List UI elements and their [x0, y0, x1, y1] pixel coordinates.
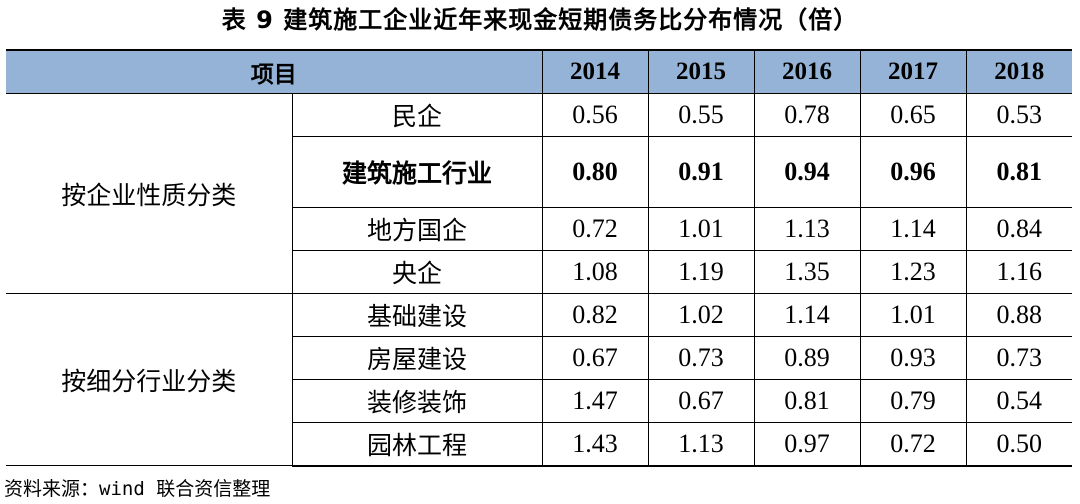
table-cell: 0.73 — [647, 336, 755, 380]
header-year: 2018 — [965, 49, 1072, 94]
table-cell: 0.53 — [965, 93, 1072, 137]
table-cell: 0.93 — [859, 336, 967, 380]
table-cell: 0.55 — [647, 93, 755, 137]
header-year: 2016 — [753, 49, 861, 94]
table-cell: 0.50 — [965, 422, 1072, 467]
row-label: 地方国企 — [292, 207, 543, 251]
table-row: 园林工程 1.43 1.13 0.97 0.72 0.50 — [6, 422, 1072, 467]
header-year: 2015 — [647, 49, 755, 94]
header-item: 项目 — [6, 49, 543, 94]
table-cell: 0.65 — [859, 93, 967, 137]
table-cell: 0.97 — [753, 422, 861, 467]
table-cell: 0.80 — [541, 136, 649, 208]
table-cell: 0.67 — [541, 336, 649, 380]
table-cell: 1.01 — [647, 207, 755, 251]
table-cell: 0.72 — [859, 422, 967, 467]
table-cell: 0.73 — [965, 336, 1072, 380]
group-label: 按细分行业分类 — [6, 293, 293, 466]
table-cell: 0.96 — [859, 136, 967, 208]
row-label: 装修装饰 — [292, 379, 543, 423]
table-caption: 表 9 建筑施工企业近年来现金短期债务比分布情况（倍） — [221, 6, 859, 34]
source-note: 资料来源：wind 联合资信整理 — [4, 478, 271, 500]
table-cell: 1.02 — [647, 293, 755, 337]
table-cell: 0.81 — [753, 379, 861, 423]
table-cell: 0.82 — [541, 293, 649, 337]
data-table: 项目 2014 2015 2016 2017 2018 按企业性质分类 民企 0… — [6, 49, 1072, 467]
table-cell: 1.01 — [859, 293, 967, 337]
header-year: 2014 — [541, 49, 649, 94]
group-label: 按企业性质分类 — [6, 93, 293, 294]
table-cell: 0.88 — [965, 293, 1072, 337]
table-cell: 0.89 — [753, 336, 861, 380]
table-row: 按细分行业分类 基础建设 0.82 1.02 1.14 1.01 0.88 — [6, 293, 1072, 466]
header-row: 项目 2014 2015 2016 2017 2018 — [6, 49, 1072, 94]
table-cell: 1.47 — [541, 379, 649, 423]
table-cell: 1.08 — [541, 250, 649, 294]
table-cell: 0.94 — [753, 136, 861, 208]
row-label: 园林工程 — [292, 422, 543, 467]
row-label: 建筑施工行业 — [292, 136, 543, 208]
table-cell: 1.14 — [753, 293, 861, 337]
table-cell: 0.84 — [965, 207, 1072, 251]
table-cell: 1.43 — [541, 422, 649, 467]
header-year: 2017 — [859, 49, 967, 94]
table-cell: 0.72 — [541, 207, 649, 251]
row-label: 民企 — [291, 93, 543, 137]
table-cell: 1.13 — [753, 207, 861, 251]
table-row: 装修装饰 1.47 0.67 0.81 0.79 0.54 — [6, 379, 1072, 423]
table-cell: 0.56 — [541, 93, 649, 137]
table-row: 建筑施工行业 0.80 0.91 0.94 0.96 0.81 — [6, 136, 1072, 208]
table-cell: 1.35 — [753, 250, 861, 294]
table-cell: 1.13 — [647, 422, 755, 467]
row-label: 央企 — [292, 250, 543, 294]
table-cell: 1.23 — [859, 250, 967, 294]
table-cell: 0.78 — [753, 93, 861, 137]
table-cell: 0.79 — [859, 379, 967, 423]
table-cell: 0.81 — [965, 136, 1072, 208]
table-cell: 0.54 — [965, 379, 1072, 423]
table-row: 地方国企 0.72 1.01 1.13 1.14 0.84 — [6, 207, 1072, 251]
row-label: 基础建设 — [291, 293, 543, 337]
table-cell: 1.16 — [965, 250, 1072, 294]
table-row: 按企业性质分类 民企 0.56 0.55 0.78 0.65 0.53 — [6, 93, 1072, 294]
table-cell: 0.91 — [647, 136, 755, 208]
table-cell: 1.19 — [647, 250, 755, 294]
table-cell: 0.67 — [647, 379, 755, 423]
table-cell: 1.14 — [859, 207, 967, 251]
row-label: 房屋建设 — [292, 336, 543, 380]
